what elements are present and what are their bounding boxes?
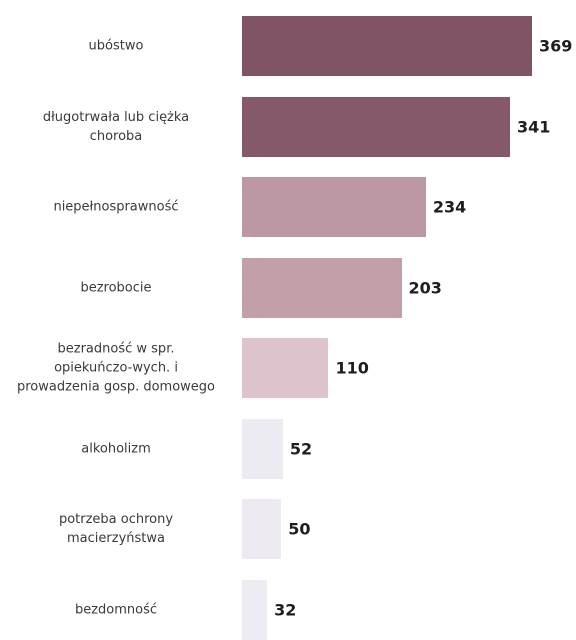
bar-7	[242, 499, 282, 559]
bar-8	[242, 579, 268, 640]
value-label: 203	[408, 278, 442, 297]
bar-3	[242, 177, 426, 237]
value-label: 341	[516, 117, 551, 136]
category-label: alkoholizm	[81, 441, 151, 456]
category-label: bezdomność	[74, 602, 158, 617]
bar-5	[242, 338, 329, 398]
value-label: 52	[289, 439, 313, 458]
value-label: 110	[335, 358, 369, 378]
value-label: 32	[274, 600, 297, 619]
bar-chart: ubóstwo 369 długotrwała lub ciężka choroba 3…	[16, 16, 573, 640]
value-label: 234	[432, 197, 467, 217]
category-label: ubóstwo	[88, 38, 144, 54]
bar-6	[242, 418, 283, 479]
category-label: bezrobocie	[80, 280, 152, 295]
category-label: długotrwała lub ciężka choroba	[42, 109, 190, 144]
bar-4	[242, 257, 402, 318]
category-label: potrzeba ochrony macierzyństwa	[58, 512, 174, 546]
category-label: niepełnosprawność	[53, 199, 179, 215]
bar-1	[242, 16, 532, 76]
value-label: 369	[539, 36, 573, 56]
category-label: bezradność w spr. opiekuńczo-wych. i prowa…	[16, 341, 216, 395]
value-label: 50	[288, 519, 311, 539]
bar-2	[242, 96, 510, 157]
